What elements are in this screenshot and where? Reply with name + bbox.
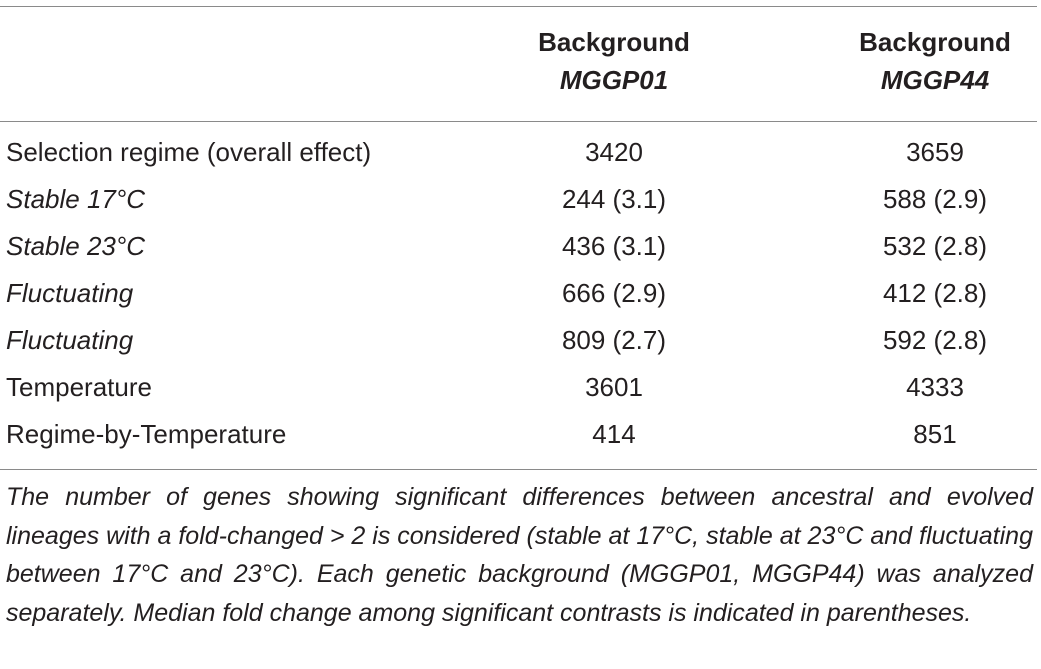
row-label: Fluctuating bbox=[6, 278, 134, 308]
row-value-mggp44: 412 (2.8) bbox=[882, 278, 988, 308]
row-label: Stable 23°C bbox=[6, 231, 146, 261]
table-row: Selection regime (overall effect) 3420 3… bbox=[0, 129, 1037, 176]
row-value-mggp01: 436 (3.1) bbox=[561, 231, 667, 261]
row-value-mggp44: 588 (2.9) bbox=[882, 184, 988, 214]
column-header-mggp44-line1: Background bbox=[859, 27, 1011, 57]
column-header-mggp01-line1: Background bbox=[538, 27, 690, 57]
column-header-mggp01: Background MGGP01 bbox=[494, 23, 734, 99]
row-value-mggp01: 414 bbox=[592, 419, 636, 449]
table-row: Fluctuating 666 (2.9) 412 (2.8) bbox=[0, 270, 1037, 317]
top-rule bbox=[0, 6, 1037, 7]
row-value-mggp44: 592 (2.8) bbox=[882, 325, 988, 355]
bottom-rule bbox=[0, 469, 1037, 470]
table-row: Regime-by-Temperature 414 851 bbox=[0, 411, 1037, 458]
row-label: Selection regime (overall effect) bbox=[6, 137, 372, 167]
column-header-mggp44: Background MGGP44 bbox=[815, 23, 1041, 99]
row-value-mggp01: 244 (3.1) bbox=[561, 184, 667, 214]
header-rule bbox=[0, 121, 1037, 122]
row-label: Fluctuating bbox=[6, 325, 134, 355]
column-header-mggp44-line2: MGGP44 bbox=[880, 65, 990, 95]
table-row: Stable 23°C 436 (3.1) 532 (2.8) bbox=[0, 223, 1037, 270]
column-header-mggp01-line2: MGGP01 bbox=[559, 65, 669, 95]
row-label: Regime-by-Temperature bbox=[6, 419, 287, 449]
row-value-mggp01: 3601 bbox=[585, 372, 643, 402]
row-value-mggp01: 3420 bbox=[585, 137, 643, 167]
row-value-mggp44: 4333 bbox=[906, 372, 964, 402]
table-row: Temperature 3601 4333 bbox=[0, 364, 1037, 411]
row-label: Stable 17°C bbox=[6, 184, 146, 214]
row-label: Temperature bbox=[6, 372, 152, 402]
row-value-mggp01: 809 (2.7) bbox=[561, 325, 667, 355]
row-value-mggp01: 666 (2.9) bbox=[561, 278, 667, 308]
row-value-mggp44: 851 bbox=[913, 419, 957, 449]
row-value-mggp44: 3659 bbox=[906, 137, 964, 167]
table-row: Fluctuating 809 (2.7) 592 (2.8) bbox=[0, 317, 1037, 364]
row-value-mggp44: 532 (2.8) bbox=[882, 231, 988, 261]
table-row: Stable 17°C 244 (3.1) 588 (2.9) bbox=[0, 176, 1037, 223]
table-footnote: The number of genes showing significant … bbox=[6, 483, 1033, 627]
